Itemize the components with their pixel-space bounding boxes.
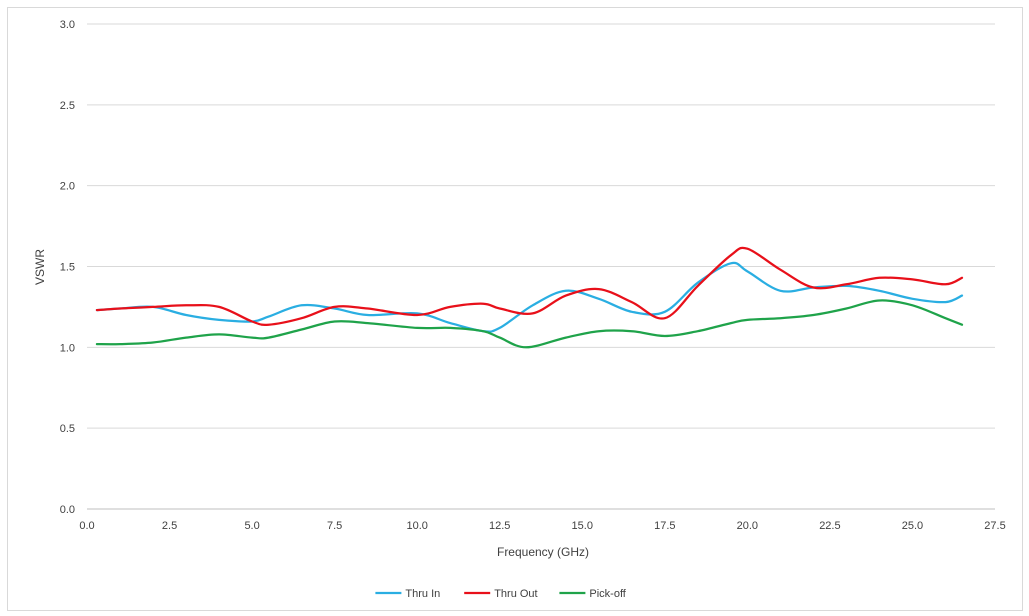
y-axis-title: VSWR — [33, 249, 47, 285]
y-tick-label: 3.0 — [60, 19, 75, 31]
x-tick-label: 12.5 — [489, 520, 510, 532]
series-line-thru-out — [95, 246, 964, 326]
legend-label-pick-off: Pick-off — [589, 588, 626, 600]
y-tick-label: 0.0 — [60, 504, 75, 516]
x-tick-label: 2.5 — [162, 520, 177, 532]
series-lines — [95, 246, 964, 349]
series-line-thru-in — [95, 261, 964, 333]
x-tick-label: 25.0 — [902, 520, 923, 532]
legend-label-thru-in: Thru In — [405, 588, 440, 600]
x-tick-label: 22.5 — [819, 520, 840, 532]
x-tick-label: 17.5 — [654, 520, 675, 532]
series-line-pick-off — [95, 299, 964, 349]
legend: Thru In Thru Out Pick-off — [375, 588, 627, 600]
y-tick-label: 1.0 — [60, 342, 75, 354]
x-tick-label: 10.0 — [406, 520, 427, 532]
y-tick-label: 0.5 — [60, 423, 75, 435]
x-tick-label: 20.0 — [737, 520, 758, 532]
x-axis-title: Frequency (GHz) — [497, 545, 589, 559]
x-tick-label: 27.5 — [984, 520, 1005, 532]
y-tick-labels: 0.0 0.5 1.0 1.5 2.0 2.5 3.0 — [60, 19, 75, 516]
x-tick-label: 7.5 — [327, 520, 342, 532]
y-tick-label: 2.0 — [60, 181, 75, 193]
y-tick-label: 2.5 — [60, 100, 75, 112]
x-tick-label: 15.0 — [572, 520, 593, 532]
x-tick-label: 0.0 — [79, 520, 94, 532]
legend-label-thru-out: Thru Out — [494, 588, 537, 600]
y-tick-label: 1.5 — [60, 262, 75, 274]
chart-frame — [7, 7, 1023, 611]
x-tick-labels: 0.0 2.5 5.0 7.5 10.0 12.5 15.0 17.5 20.0 22.5 25.0… — [79, 520, 1005, 532]
gridlines — [87, 23, 995, 510]
x-tick-label: 5.0 — [244, 520, 259, 532]
